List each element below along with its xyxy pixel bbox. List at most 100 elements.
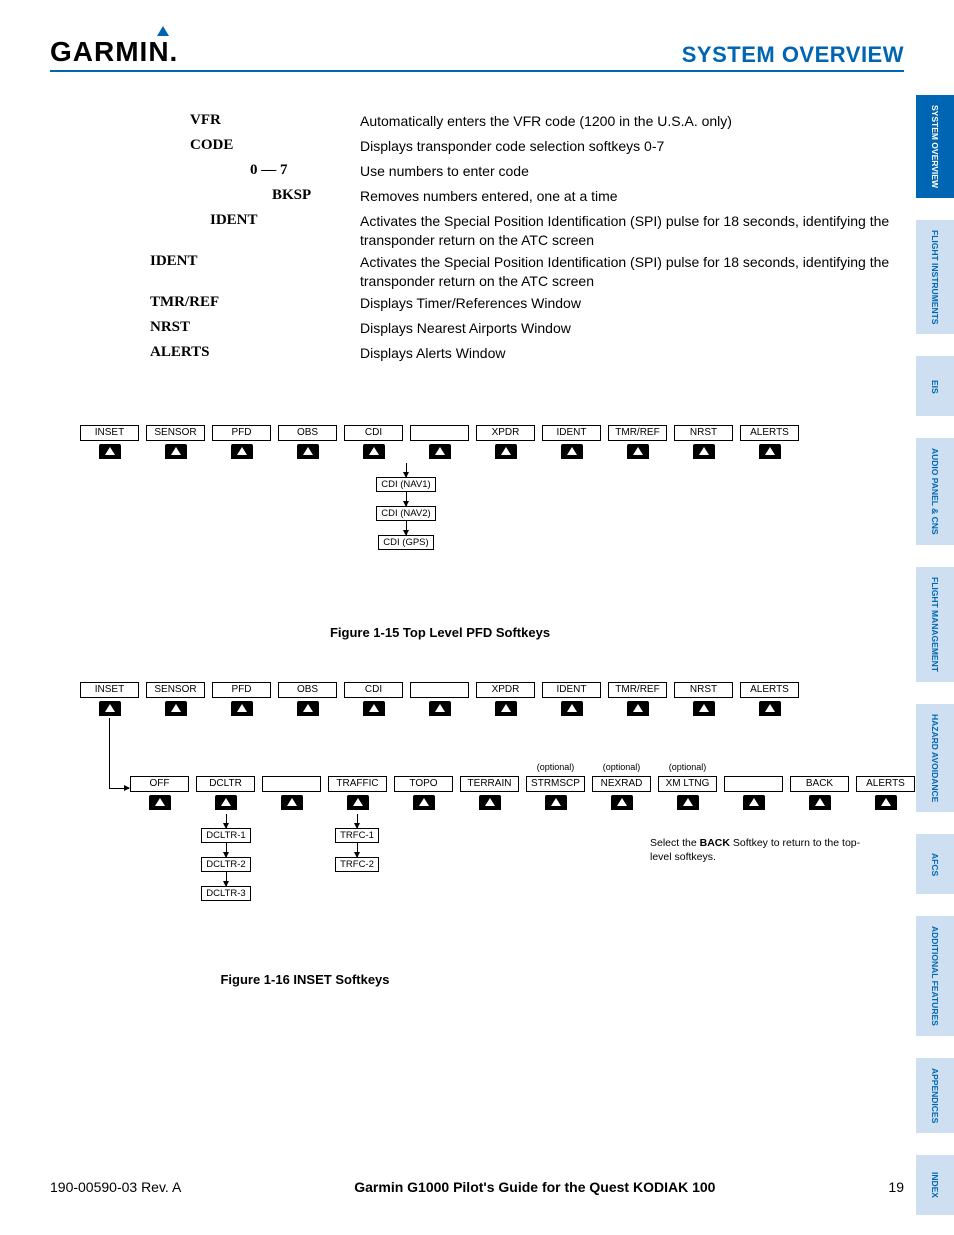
definition-row: IDENTActivates the Special Position Iden… xyxy=(60,212,894,250)
definition-term: IDENT xyxy=(60,212,360,229)
softkey: NEXRAD xyxy=(592,776,651,810)
definition-term: TMR/REF xyxy=(60,294,360,311)
trfc-2-box: TRFC-2 xyxy=(335,857,379,872)
figure-1-16: INSETSENSORPFDOBSCDIXPDRIDENTTMR/REFNRST… xyxy=(80,682,799,716)
softkey-button-icon xyxy=(429,444,451,459)
section-tab[interactable]: ADDITIONAL FEATURES xyxy=(916,916,954,1036)
softkey-button-icon xyxy=(875,795,897,810)
section-tab[interactable]: AFCS xyxy=(916,834,954,894)
softkey-button-icon xyxy=(99,701,121,716)
page-header: GARMIN. SYSTEM OVERVIEW xyxy=(50,28,904,68)
arrow-down-icon xyxy=(226,843,227,857)
softkey xyxy=(724,776,783,810)
definition-row: 0 — 7Use numbers to enter code xyxy=(60,162,894,184)
softkey-label: ALERTS xyxy=(856,776,915,792)
softkey: INSET xyxy=(80,682,139,716)
softkey-button-icon xyxy=(165,444,187,459)
softkey-label: PFD xyxy=(212,682,271,698)
section-tab[interactable]: HAZARD AVOIDANCE xyxy=(916,704,954,812)
softkey-button-icon xyxy=(363,444,385,459)
definition-description: Displays transponder code selection soft… xyxy=(360,137,664,156)
softkey-label: IDENT xyxy=(542,425,601,441)
softkey-label: TMR/REF xyxy=(608,682,667,698)
back-softkey-note: Select the BACK Softkey to return to the… xyxy=(650,837,870,864)
section-tab[interactable]: APPENDICES xyxy=(916,1058,954,1133)
softkey-button-icon xyxy=(479,795,501,810)
optional-label: (optional) xyxy=(592,762,651,774)
cdi-nav1-box: CDI (NAV1) xyxy=(376,477,435,492)
softkey-button-icon xyxy=(561,444,583,459)
softkey-definitions: VFRAutomatically enters the VFR code (12… xyxy=(60,112,894,369)
softkey-label: TOPO xyxy=(394,776,453,792)
section-tab[interactable]: FLIGHT MANAGEMENT xyxy=(916,567,954,682)
section-tab[interactable]: FLIGHT INSTRUMENTS xyxy=(916,220,954,334)
arrow-down-icon xyxy=(357,843,358,857)
definition-term: 0 — 7 xyxy=(60,162,360,179)
softkey-button-icon xyxy=(677,795,699,810)
softkey-label: NRST xyxy=(674,425,733,441)
softkey-label: PFD xyxy=(212,425,271,441)
fig16-row2: OFFDCLTRTRAFFICTOPOTERRAINSTRMSCPNEXRADX… xyxy=(130,776,915,810)
softkey-label: OFF xyxy=(130,776,189,792)
softkey-label: TERRAIN xyxy=(460,776,519,792)
softkey-button-icon xyxy=(99,444,121,459)
softkey: BACK xyxy=(790,776,849,810)
cdi-gps-box: CDI (GPS) xyxy=(378,535,433,550)
section-tabs: SYSTEM OVERVIEW FLIGHT INSTRUMENTS EIS AUDI… xyxy=(916,95,954,1215)
arrow-down-icon xyxy=(226,814,227,828)
dcltr-1-box: DCLTR-1 xyxy=(201,828,250,843)
softkey-button-icon xyxy=(281,795,303,810)
softkey-label: ALERTS xyxy=(740,682,799,698)
softkey: OBS xyxy=(278,425,337,459)
definition-row: NRSTDisplays Nearest Airports Window xyxy=(60,319,894,341)
note-text-pre: Select the xyxy=(650,837,700,849)
softkey: XPDR xyxy=(476,425,535,459)
note-text-bold: BACK xyxy=(700,837,730,849)
softkey-label: CDI xyxy=(344,682,403,698)
logo-triangle-icon xyxy=(157,26,169,36)
definition-row: CODEDisplays transponder code selection … xyxy=(60,137,894,159)
softkey-button-icon xyxy=(231,444,253,459)
softkey-button-icon xyxy=(809,795,831,810)
softkey: SENSOR xyxy=(146,425,205,459)
fig16-caption: Figure 1-16 INSET Softkeys xyxy=(80,972,530,987)
fig15-softkey-row: INSETSENSOR PFD OBS CDI XPDR IDENT TMR/REF NRST… xyxy=(80,425,799,459)
softkey-button-icon xyxy=(627,701,649,716)
definition-term: IDENT xyxy=(60,253,360,270)
softkey: XM LTNG xyxy=(658,776,717,810)
softkey-label: CDI xyxy=(344,425,403,441)
figure-1-15: INSETSENSOR PFD OBS CDI XPDR IDENT TMR/REF NRST… xyxy=(80,425,799,459)
softkey-button-icon xyxy=(693,701,715,716)
softkey: NRST xyxy=(674,682,733,716)
optional-labels: (optional) (optional) (optional) xyxy=(130,762,717,774)
softkey: PFD xyxy=(212,425,271,459)
definition-term: CODE xyxy=(60,137,360,154)
section-tab[interactable]: AUDIO PANEL & CNS xyxy=(916,438,954,545)
section-tab[interactable]: SYSTEM OVERVIEW xyxy=(916,95,954,198)
softkey: OBS xyxy=(278,682,337,716)
arrow-down-icon xyxy=(357,814,358,828)
definition-term: NRST xyxy=(60,319,360,336)
logo-text: GARMIN xyxy=(50,36,170,67)
softkey: SENSOR xyxy=(146,682,205,716)
softkey-button-icon xyxy=(347,795,369,810)
connector-horizontal xyxy=(109,788,129,789)
cdi-nav2-box: CDI (NAV2) xyxy=(376,506,435,521)
optional-label: (optional) xyxy=(526,762,585,774)
section-title: SYSTEM OVERVIEW xyxy=(682,42,904,68)
softkey-label xyxy=(262,776,321,792)
arrow-down-icon xyxy=(406,521,407,535)
softkey: INSET xyxy=(80,425,139,459)
softkey-label: DCLTR xyxy=(196,776,255,792)
softkey-button-icon xyxy=(165,701,187,716)
softkey: TERRAIN xyxy=(460,776,519,810)
section-tab[interactable]: EIS xyxy=(916,356,954,416)
section-tab[interactable]: INDEX xyxy=(916,1155,954,1215)
softkey: TMR/REF xyxy=(608,682,667,716)
softkey-label: TMR/REF xyxy=(608,425,667,441)
softkey-label: TRAFFIC xyxy=(328,776,387,792)
softkey-button-icon xyxy=(545,795,567,810)
definition-row: TMR/REFDisplays Timer/References Window xyxy=(60,294,894,316)
arrow-down-icon xyxy=(226,872,227,886)
softkey: CDI xyxy=(344,425,403,459)
